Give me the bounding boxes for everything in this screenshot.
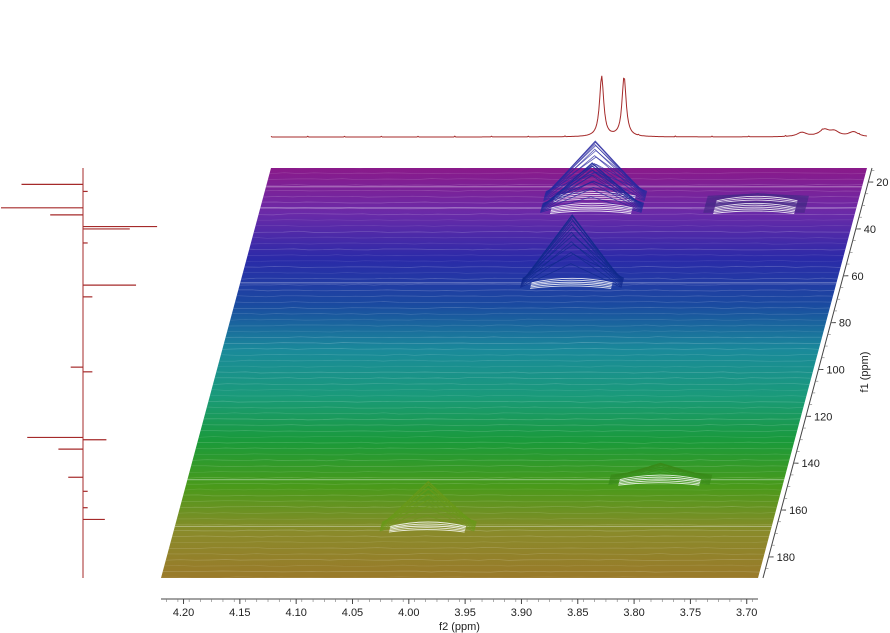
surface-trace [179, 506, 777, 509]
surface-trace [214, 377, 811, 380]
surface-trace [255, 225, 852, 227]
surface-trace [228, 324, 826, 327]
cross-peak [703, 201, 808, 214]
left-f1-projection [1, 168, 158, 578]
y-tick-label: 180 [777, 552, 795, 564]
x-tick-label: 3.90 [511, 607, 532, 619]
surface-trace [200, 430, 797, 432]
cross-peak [540, 162, 645, 214]
surface-trace [195, 447, 793, 450]
surface-trace [234, 301, 832, 304]
surface-trace [182, 494, 780, 497]
surface-trace [172, 535, 769, 538]
y-tick-label: 160 [789, 505, 807, 517]
stacked-surface [161, 140, 867, 578]
surface-trace [211, 389, 808, 391]
surface-trace [206, 406, 804, 409]
surface-trace [176, 518, 774, 520]
surface-trace [225, 336, 822, 339]
surface-trace [162, 570, 760, 573]
surface-trace [192, 459, 790, 462]
cross-peak [608, 462, 713, 486]
surface-trace [252, 236, 849, 239]
surface-trace [256, 219, 854, 222]
surface-trace [236, 295, 833, 298]
surface-trace [165, 558, 763, 561]
surface-trace [190, 465, 788, 468]
surface-trace [270, 168, 867, 169]
x-axis: 4.20 4.15 4.10 4.05 4.00 3.95 3.90 3.85 3.80 3.75… [161, 598, 758, 633]
surface-trace [203, 418, 801, 421]
surface-trace [233, 307, 830, 309]
x-tick-label: 3.85 [567, 607, 588, 619]
surface-trace [258, 213, 855, 216]
surface-trace [164, 564, 762, 567]
cross-peak [520, 214, 625, 289]
y-tick-label: 20 [876, 177, 888, 189]
x-tick-label: 4.15 [229, 607, 250, 619]
x-tick-label: 3.70 [736, 607, 757, 619]
surface-trace [250, 242, 847, 245]
y-tick-label: 100 [826, 364, 844, 376]
surface-trace [222, 348, 819, 350]
surface-trace [239, 283, 836, 286]
surface-trace [209, 394, 807, 397]
surface-trace [178, 512, 776, 514]
x-tick-label: 4.00 [398, 607, 419, 619]
top-f2-projection [270, 75, 868, 138]
surface-trace [167, 553, 765, 555]
x-tick-label: 3.75 [680, 607, 701, 619]
surface-trace [238, 289, 835, 292]
surface-trace [230, 318, 827, 321]
x-axis-label: f2 (ppm) [439, 621, 480, 633]
surface-trace [193, 453, 791, 456]
surface-trace [215, 371, 813, 374]
y-tick-label: 140 [802, 458, 820, 470]
surface-trace [201, 424, 799, 427]
y-tick-label: 120 [814, 411, 832, 423]
y-tick-label: 40 [864, 224, 876, 236]
surface-trace [198, 435, 796, 438]
surface-trace [197, 441, 794, 444]
x-tick-label: 3.95 [454, 607, 475, 619]
surface-trace [168, 547, 766, 550]
surface-trace [219, 359, 816, 362]
y-tick-label: 60 [851, 271, 863, 283]
x-tick-label: 3.80 [623, 607, 644, 619]
surface-trace [220, 353, 818, 356]
surface-trace [181, 500, 779, 503]
surface-trace [208, 400, 805, 403]
x-tick-label: 4.10 [285, 607, 306, 619]
surface-trace [253, 230, 850, 233]
cross-peak [379, 480, 477, 533]
surface-trace [226, 330, 824, 333]
y-axis: 20 40 60 80 100 120 140 160 180 f1 (ppm) [762, 167, 889, 579]
x-tick-label: 4.05 [342, 607, 363, 619]
surface-trace [205, 412, 802, 415]
surface-trace [217, 365, 815, 368]
surface-trace [223, 342, 821, 344]
f2-projection-trace [270, 75, 868, 138]
surface-trace [231, 312, 829, 315]
y-tick-label: 80 [839, 318, 851, 330]
surface-trace [212, 383, 810, 386]
x-tick-label: 4.20 [173, 607, 194, 619]
y-axis-label: f1 (ppm) [859, 352, 871, 393]
surface-trace [161, 576, 759, 578]
surface-trace [170, 541, 768, 544]
surface-trace [184, 488, 782, 491]
